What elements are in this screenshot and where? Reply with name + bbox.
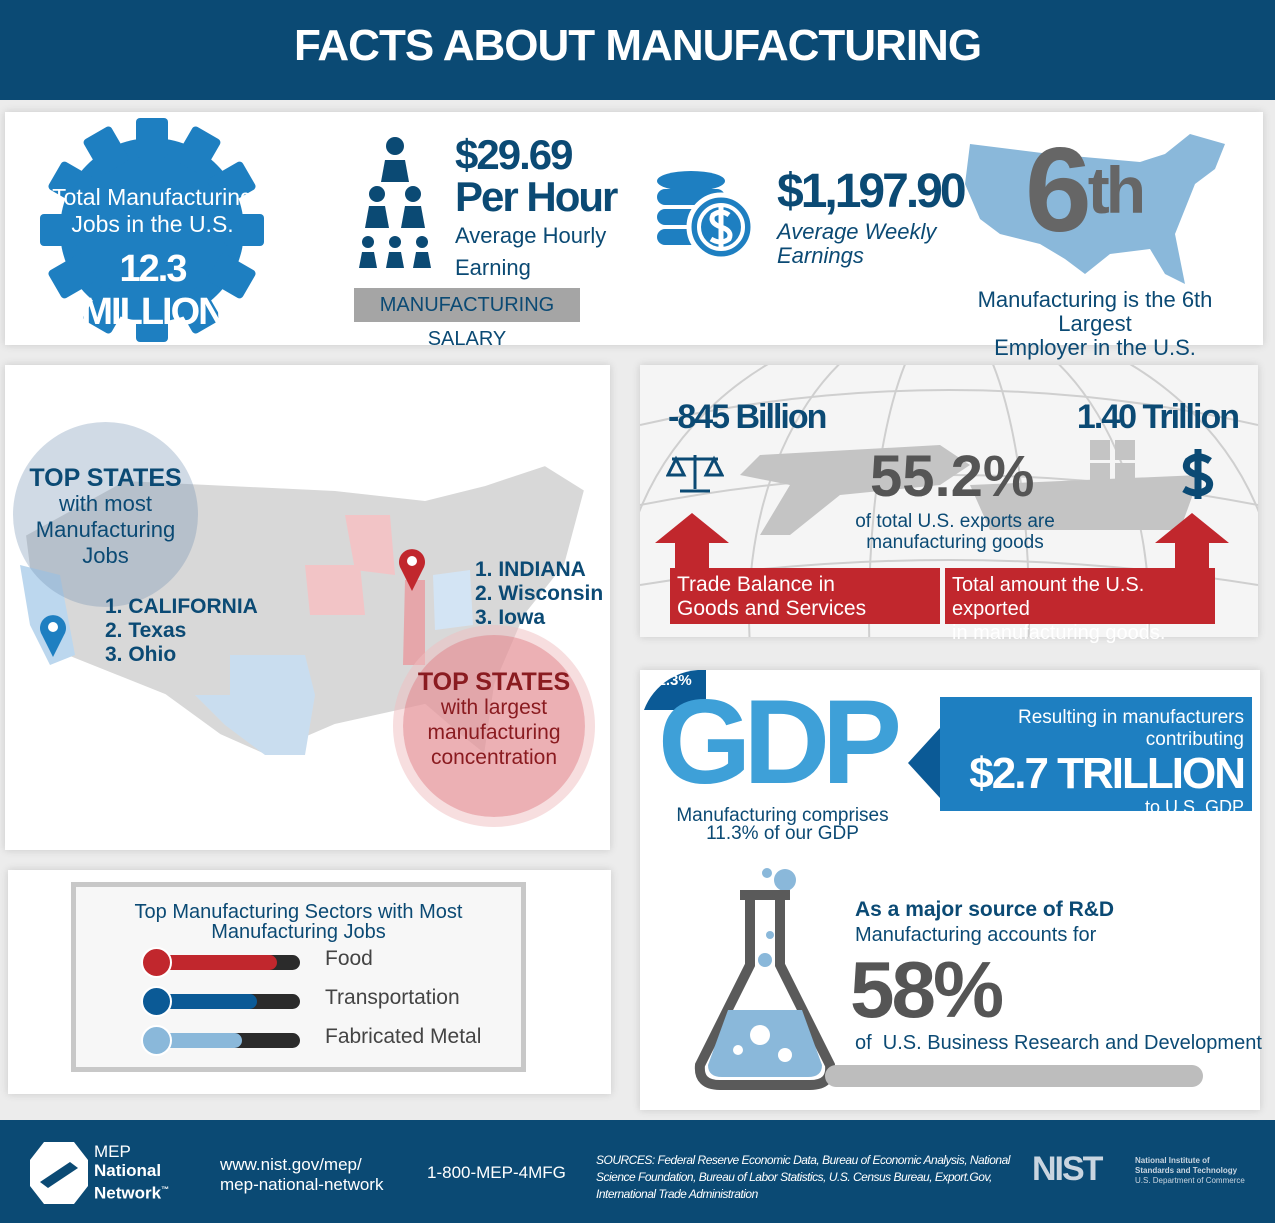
hourly-value: $29.69 Per Hour — [455, 131, 618, 220]
page-title: FACTS ABOUT MANUFACTURING — [293, 21, 982, 70]
coins-icon — [657, 171, 755, 262]
nist-logo-text: National Institute of Standards and Techn… — [1135, 1156, 1245, 1185]
exports-value: 1.40 Trillion — [1076, 398, 1240, 436]
road-icon — [141, 986, 172, 1017]
concentration-list: 1. INDIANA 2. Wisconsin 3. Iowa — [475, 558, 604, 629]
food-icon — [141, 947, 172, 978]
rd-bar — [825, 1065, 1203, 1087]
exports-box: Total amount the U.S. exported in manufac… — [945, 568, 1215, 644]
mep-logo-icon — [30, 1142, 88, 1204]
trade-panel: -845 Billion 1.40 Trillion 55.2% of tota… — [640, 365, 1258, 644]
jobs-value: 12.3 MILLION — [81, 248, 225, 333]
sector-bar-fill — [148, 994, 258, 1009]
sector-label: Transportation — [325, 986, 460, 1009]
most-jobs-list: 1. CALIFORNIA 2. Texas 3. Ohio — [105, 595, 258, 666]
sectors-title: Top Manufacturing Sectors with Most Manuf… — [134, 901, 463, 943]
dollar-icon — [1182, 449, 1214, 499]
hourly-label: Average Hourly Earning — [455, 223, 607, 280]
sectors-panel: Top Manufacturing Sectors with Most Manuf… — [8, 870, 611, 1094]
gdp-contribution-box: Resulting in manufacturers contributing … — [940, 697, 1252, 817]
website-link[interactable]: www.nist.gov/mep/mep-national-network — [220, 1155, 384, 1194]
gdp-word: GDP — [658, 675, 902, 809]
globe-background — [640, 365, 1258, 637]
sector-label: Food — [325, 947, 373, 970]
exports-percent: 55.2% — [870, 444, 1035, 509]
most-jobs-text: TOP STATES with most Manufacturing Jobs — [29, 464, 182, 568]
trade-balance-box: Trade Balance in Goods and Services — [670, 568, 940, 624]
rd-subheading: Manufacturing accounts for — [855, 924, 1097, 946]
us-map-icon — [965, 134, 1225, 284]
gear-icon — [141, 1025, 172, 1056]
gdp-badge: 11.3% — [650, 672, 692, 689]
gdp-rd-panel: 11.3% GDP Manufacturing comprises 11.3% o… — [640, 670, 1262, 1110]
employer-label: Manufacturing is the 6th Largest Employer… — [977, 287, 1213, 360]
concentration-text: TOP STATES with largest manufacturing conce… — [417, 668, 571, 770]
most-jobs-bubble — [13, 422, 198, 607]
employer-rank: 6th — [1025, 123, 1146, 257]
arrow-up-icon — [655, 513, 729, 573]
sector-bar-fill — [148, 955, 278, 970]
weekly-value: $1,197.90 — [777, 165, 967, 218]
flask-icon — [694, 868, 836, 1090]
weekly-label: Average Weekly Earnings — [777, 219, 937, 268]
sources: SOURCES: Federal Reserve Economic Data, … — [596, 1153, 1010, 1201]
nist-logo: NIST — [1032, 1150, 1103, 1188]
footer: MEP National Network™ www.nist.gov/mep/mep… — [0, 1120, 1275, 1223]
workers-pyramid-icon — [359, 137, 431, 268]
map-pin-icon — [399, 549, 425, 591]
concentration-bubble — [403, 635, 585, 817]
top-states-panel: TOP STATES with most Manufacturing Jobs 1. … — [5, 365, 610, 850]
trade-balance-value: -845 Billion — [668, 398, 827, 436]
phone-number: 1-800-MEP-4MFG — [427, 1163, 566, 1182]
sector-label: Fabricated Metal — [325, 1025, 482, 1048]
mep-logo-text: MEP National Network™ — [94, 1142, 170, 1203]
gear-icon — [40, 118, 264, 342]
rd-label: of U.S. Business Research and Developmen… — [855, 1032, 1262, 1054]
arrow-up-icon — [1155, 513, 1229, 573]
rd-heading: As a major source of R&D — [855, 898, 1115, 921]
header: FACTS ABOUT MANUFACTURING — [0, 0, 1275, 100]
salary-banner: MANUFACTURING SALARY — [354, 288, 580, 350]
rd-value: 58% — [850, 945, 1004, 1034]
scales-icon — [666, 455, 724, 493]
map-pin-icon — [40, 615, 66, 657]
gdp-pie-icon — [644, 670, 706, 710]
gdp-caption: Manufacturing comprises 11.3% of our GDP — [676, 805, 889, 844]
ship-icon — [970, 475, 1200, 530]
exports-percent-label: of total U.S. exports are manufacturing g… — [855, 511, 1055, 553]
jobs-label: Total Manufacturing Jobs in the U.S. — [52, 184, 253, 237]
top-stats-panel: Total Manufacturing Jobs in the U.S. 12.3… — [5, 112, 1263, 360]
airplane-icon — [740, 445, 970, 535]
